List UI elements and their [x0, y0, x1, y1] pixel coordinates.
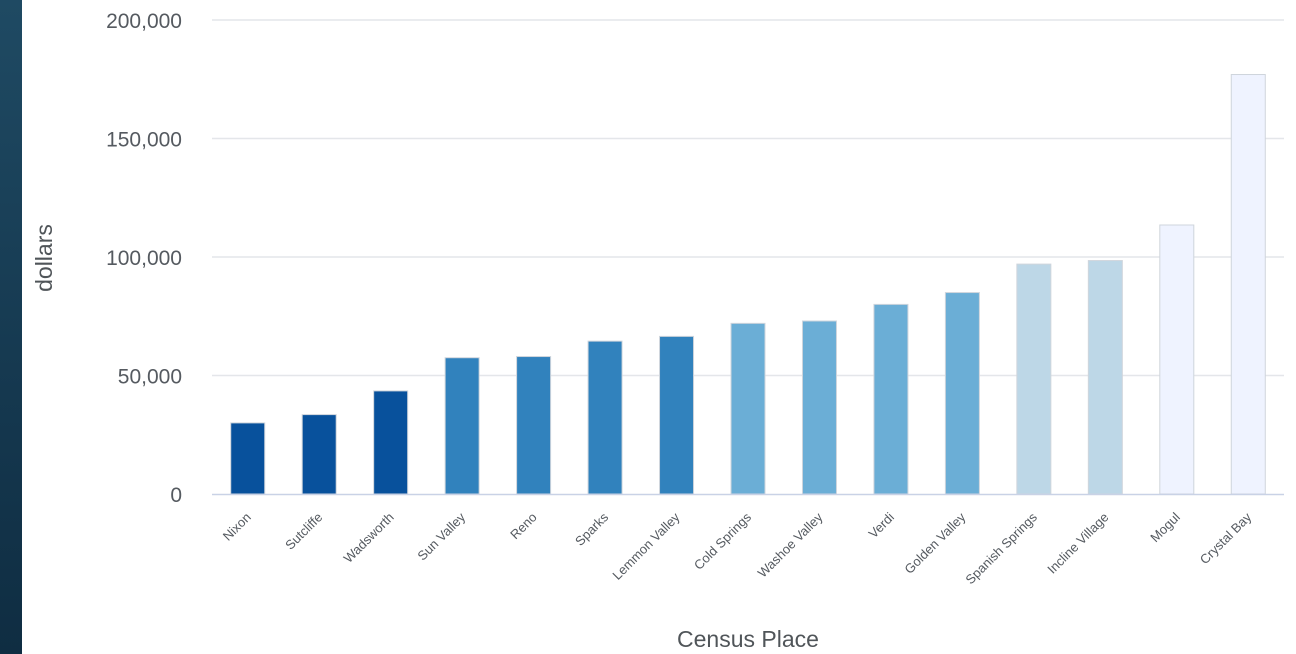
bar: [373, 390, 409, 495]
bar: [444, 357, 480, 495]
x-tick-label: Lemmon Valley: [609, 509, 683, 583]
x-tick-label: Washoe Valley: [755, 509, 826, 580]
bar: [801, 320, 837, 495]
bar: [944, 292, 980, 495]
x-tick-label: Sun Valley: [414, 509, 468, 563]
bar: [1087, 260, 1123, 495]
bar: [516, 356, 552, 495]
bar: [230, 422, 266, 495]
x-tick-label: Crystal Bay: [1197, 509, 1255, 567]
bar: [659, 335, 695, 495]
bar: [1016, 263, 1052, 495]
x-tick-label: Wadsworth: [341, 510, 397, 566]
x-axis-ticks: Nixon Sutcliffe Wadsworth Sun Valley Reno Spa…: [220, 509, 1255, 587]
x-tick-label: Reno: [507, 510, 540, 543]
bars: [230, 74, 1266, 495]
x-tick-label: Spanish Springs: [962, 509, 1040, 587]
x-tick-label: Golden Valley: [901, 509, 969, 577]
x-tick-label: Incline Village: [1044, 510, 1111, 577]
y-axis-title: dollars: [31, 224, 57, 292]
y-tick-label: 100,000: [106, 247, 182, 270]
bar: [587, 340, 623, 495]
gridlines: [212, 19, 1284, 377]
y-axis-ticks: 0 50,000 100,000 150,000 200,000: [106, 10, 182, 507]
x-axis-title: Census Place: [677, 626, 819, 652]
y-tick-label: 200,000: [106, 10, 182, 33]
left-edge-panel: [0, 0, 22, 654]
bar: [1230, 74, 1266, 495]
x-tick-label: Verdi: [865, 509, 897, 541]
bar: [1159, 224, 1195, 495]
y-tick-label: 50,000: [118, 366, 182, 389]
y-tick-label: 0: [170, 484, 182, 507]
x-tick-label: Cold Springs: [691, 509, 755, 573]
bar: [873, 303, 909, 495]
y-tick-label: 150,000: [106, 129, 182, 152]
x-tick-label: Sutcliffe: [282, 510, 325, 553]
x-tick-label: Nixon: [220, 510, 254, 544]
bar: [730, 322, 766, 495]
bar: [301, 414, 337, 495]
x-tick-label: Mogul: [1147, 509, 1183, 545]
x-tick-label: Sparks: [572, 509, 612, 549]
